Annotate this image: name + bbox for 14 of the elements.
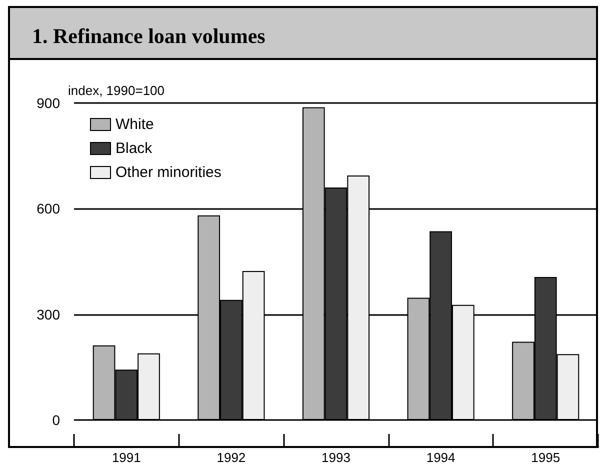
x-tick-label: 1992 bbox=[216, 450, 246, 465]
y-tick-label: 300 bbox=[36, 306, 60, 322]
legend-label: Black bbox=[116, 140, 153, 157]
legend-label: White bbox=[116, 116, 154, 133]
y-tick-label: 600 bbox=[36, 200, 60, 217]
y-axis-title: index, 1990=100 bbox=[68, 83, 165, 98]
x-tick-label: 1991 bbox=[112, 450, 141, 465]
x-tick-label: 1995 bbox=[531, 450, 560, 465]
legend-label: Other minorities bbox=[116, 164, 222, 181]
x-tick-label: 1993 bbox=[322, 450, 350, 465]
x-tick-label: 1994 bbox=[426, 450, 456, 465]
y-tick-label: 900 bbox=[36, 95, 60, 111]
chart-title: 1. Refinance loan volumes bbox=[10, 8, 596, 60]
y-tick-label: 0 bbox=[52, 412, 60, 428]
